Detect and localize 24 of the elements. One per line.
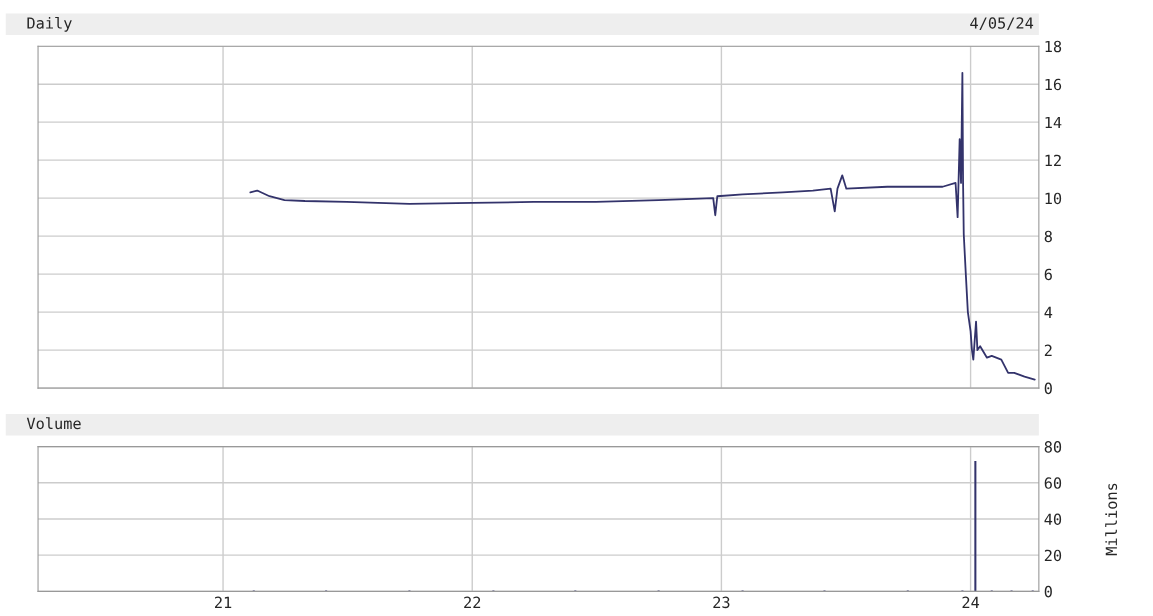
y-tick-label: 2 [1044,344,1052,356]
x-tick-label: 24 [962,596,980,608]
y-tick-label: 12 [1045,154,1061,166]
y-tick-label: 16 [1045,78,1062,91]
x-tick-label: 22 [464,596,481,608]
chart-title: Volume [26,417,81,430]
y-tick-label: 4 [1044,306,1053,318]
y-tick-label: 60 [1044,477,1062,489]
y-tick-label: 40 [1044,513,1062,526]
y-tick-label: 10 [1045,192,1062,205]
chart-title: Daily [27,16,72,32]
line-series [249,71,1036,381]
y-tick-label: 80 [1044,441,1062,453]
y-tick-label: 14 [1045,116,1062,129]
x-tick-label: 23 [713,596,730,609]
y-tick-label: 20 [1044,549,1062,562]
x-tick-label: 21 [214,596,232,608]
y-tick-label: 0 [1044,585,1052,598]
chart-subtitle: 4/05/24 [970,17,1034,31]
y-axis-title: Millions [1105,483,1118,556]
y-tick-label: 18 [1045,40,1062,53]
y-tick-label: 0 [1044,382,1052,395]
y-tick-label: 6 [1044,268,1052,281]
y-tick-label: 8 [1044,230,1052,243]
